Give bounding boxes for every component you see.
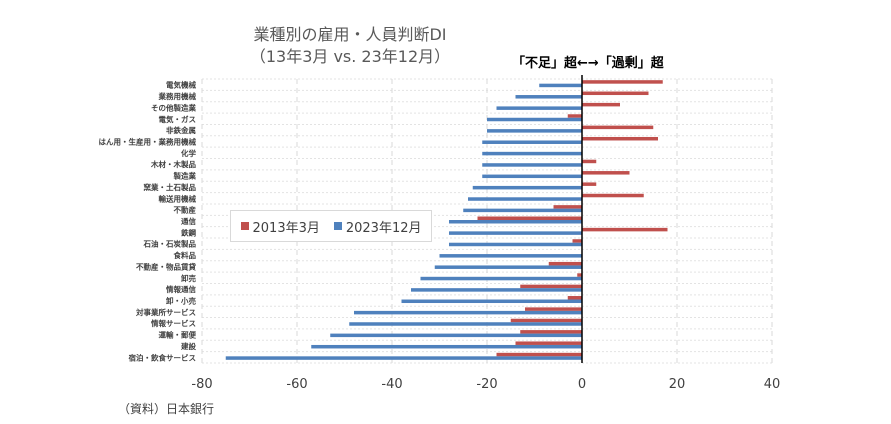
bar-2013: [582, 193, 644, 198]
bar-2023: [354, 310, 582, 315]
source-note: （資料）日本銀行: [118, 402, 215, 416]
bar-2013: [477, 216, 582, 220]
bar-2013: [525, 307, 582, 311]
legend-label-2013: 2013年3月: [252, 220, 320, 236]
category-label: はん用・生産用・業務用機械: [99, 136, 197, 146]
category-label: 建設: [180, 341, 196, 351]
bar-2023: [515, 95, 582, 99]
bar-2013: [582, 80, 663, 84]
category-label: 宿泊・飲食サービス: [129, 352, 197, 362]
bar-2023: [487, 129, 582, 133]
legend-swatch-2023: [333, 222, 342, 230]
bar-2013: [515, 341, 582, 345]
bar-2023: [472, 185, 582, 190]
bar-2023: [468, 197, 582, 201]
bar-2023: [349, 322, 582, 326]
bar-2013: [582, 227, 668, 232]
legend: 2013年3月 2023年12月: [230, 210, 432, 242]
bar-2013: [520, 330, 582, 334]
bar-2013: [553, 205, 582, 209]
category-label: 化学: [181, 148, 196, 158]
bar-2013: [510, 318, 582, 323]
bar-2013: [496, 352, 582, 357]
category-label: 業務用機械: [158, 91, 197, 101]
category-label: 情報サービス: [150, 318, 196, 328]
bar-2023: [482, 140, 582, 144]
chart-title-main: 業種別の雇用・人員判断DI: [253, 25, 447, 44]
bars-group: [225, 80, 668, 360]
category-label: 石油・石炭製品: [143, 239, 197, 249]
bar-2023: [420, 276, 582, 281]
category-label: 木材・木製品: [150, 159, 196, 169]
bar-2013: [572, 239, 582, 243]
bar-2013: [582, 182, 597, 186]
legend-item-2013: 2013年3月: [240, 217, 320, 236]
bar-2013: [582, 102, 620, 107]
bar-2013: [582, 136, 658, 141]
x-tick-label: -20: [476, 377, 497, 392]
bar-2023: [311, 344, 582, 349]
x-tick-labels: -80 -60 -40 -20 0 20 40: [191, 377, 780, 392]
category-label: 卸・小売: [166, 296, 196, 306]
x-tick-label: 0: [578, 377, 586, 392]
legend-label-2023: 2023年12月: [345, 220, 422, 236]
bar-2013: [520, 284, 582, 289]
bar-2013: [567, 296, 582, 300]
bar-2013: [582, 125, 654, 130]
chart-title: 業種別の雇用・人員判断DI （13年3月 vs. 23年12月）: [200, 24, 500, 68]
category-label: 対事業所サービス: [135, 307, 196, 317]
category-label: 非鉄金属: [166, 125, 196, 135]
bar-2013: [548, 261, 582, 266]
category-label: 製造業: [173, 171, 197, 181]
bar-2023: [434, 265, 582, 269]
category-label: 不動産・物品賃貸: [136, 261, 196, 271]
bar-2013: [582, 91, 649, 96]
category-label: 輸送用機械: [159, 193, 197, 203]
bar-2023: [463, 208, 582, 213]
category-labels: 電気機械業務用機械その他製造業電気・ガス非鉄金属はん用・生産用・業務用機械化学木…: [99, 80, 197, 363]
bar-2023: [411, 288, 582, 292]
category-label: 運輸・郵便: [159, 330, 197, 340]
bar-2013: [567, 114, 582, 118]
bar-2023: [482, 163, 582, 167]
category-label: 電気・ガス: [159, 114, 197, 124]
bar-2023: [439, 254, 582, 258]
chart-subtitle: （13年3月 vs. 23年12月）: [249, 47, 451, 66]
bar-2023: [539, 83, 582, 88]
bar-2023: [449, 242, 582, 247]
category-label: 情報通信: [165, 284, 196, 294]
bar-2013: [582, 159, 597, 164]
category-label: 鉄鋼: [181, 227, 196, 237]
x-tick-label: 40: [764, 377, 781, 392]
bar-2023: [496, 106, 582, 110]
category-label: 食料品: [174, 250, 197, 260]
x-tick-label: -60: [286, 377, 307, 392]
x-tick-label: -40: [381, 377, 402, 392]
category-label: 不動産: [174, 205, 197, 215]
bar-2023: [449, 231, 582, 235]
bar-2023: [482, 151, 582, 156]
grid-lines: [201, 78, 773, 364]
category-label: 卸売: [181, 273, 196, 283]
bar-2023: [449, 220, 582, 224]
x-tick-label: 20: [669, 377, 686, 392]
bar-2023: [482, 174, 582, 179]
bar-2023: [401, 299, 582, 304]
bar-2013: [582, 171, 630, 175]
bar-2023: [330, 333, 582, 338]
category-label: 通信: [181, 216, 196, 226]
category-label: 窯業・土石製品: [144, 182, 197, 192]
legend-swatch-2013: [240, 222, 249, 230]
legend-item-2023: 2023年12月: [333, 217, 422, 236]
bar-2023: [487, 117, 582, 122]
bar-2013: [577, 273, 582, 277]
direction-annotation: 「不足」超←→「過剰」超: [512, 56, 664, 71]
bar-2023: [225, 356, 582, 360]
category-label: その他製造業: [151, 102, 196, 112]
x-tick-label: -80: [191, 377, 212, 392]
category-label: 電気機械: [166, 80, 196, 90]
